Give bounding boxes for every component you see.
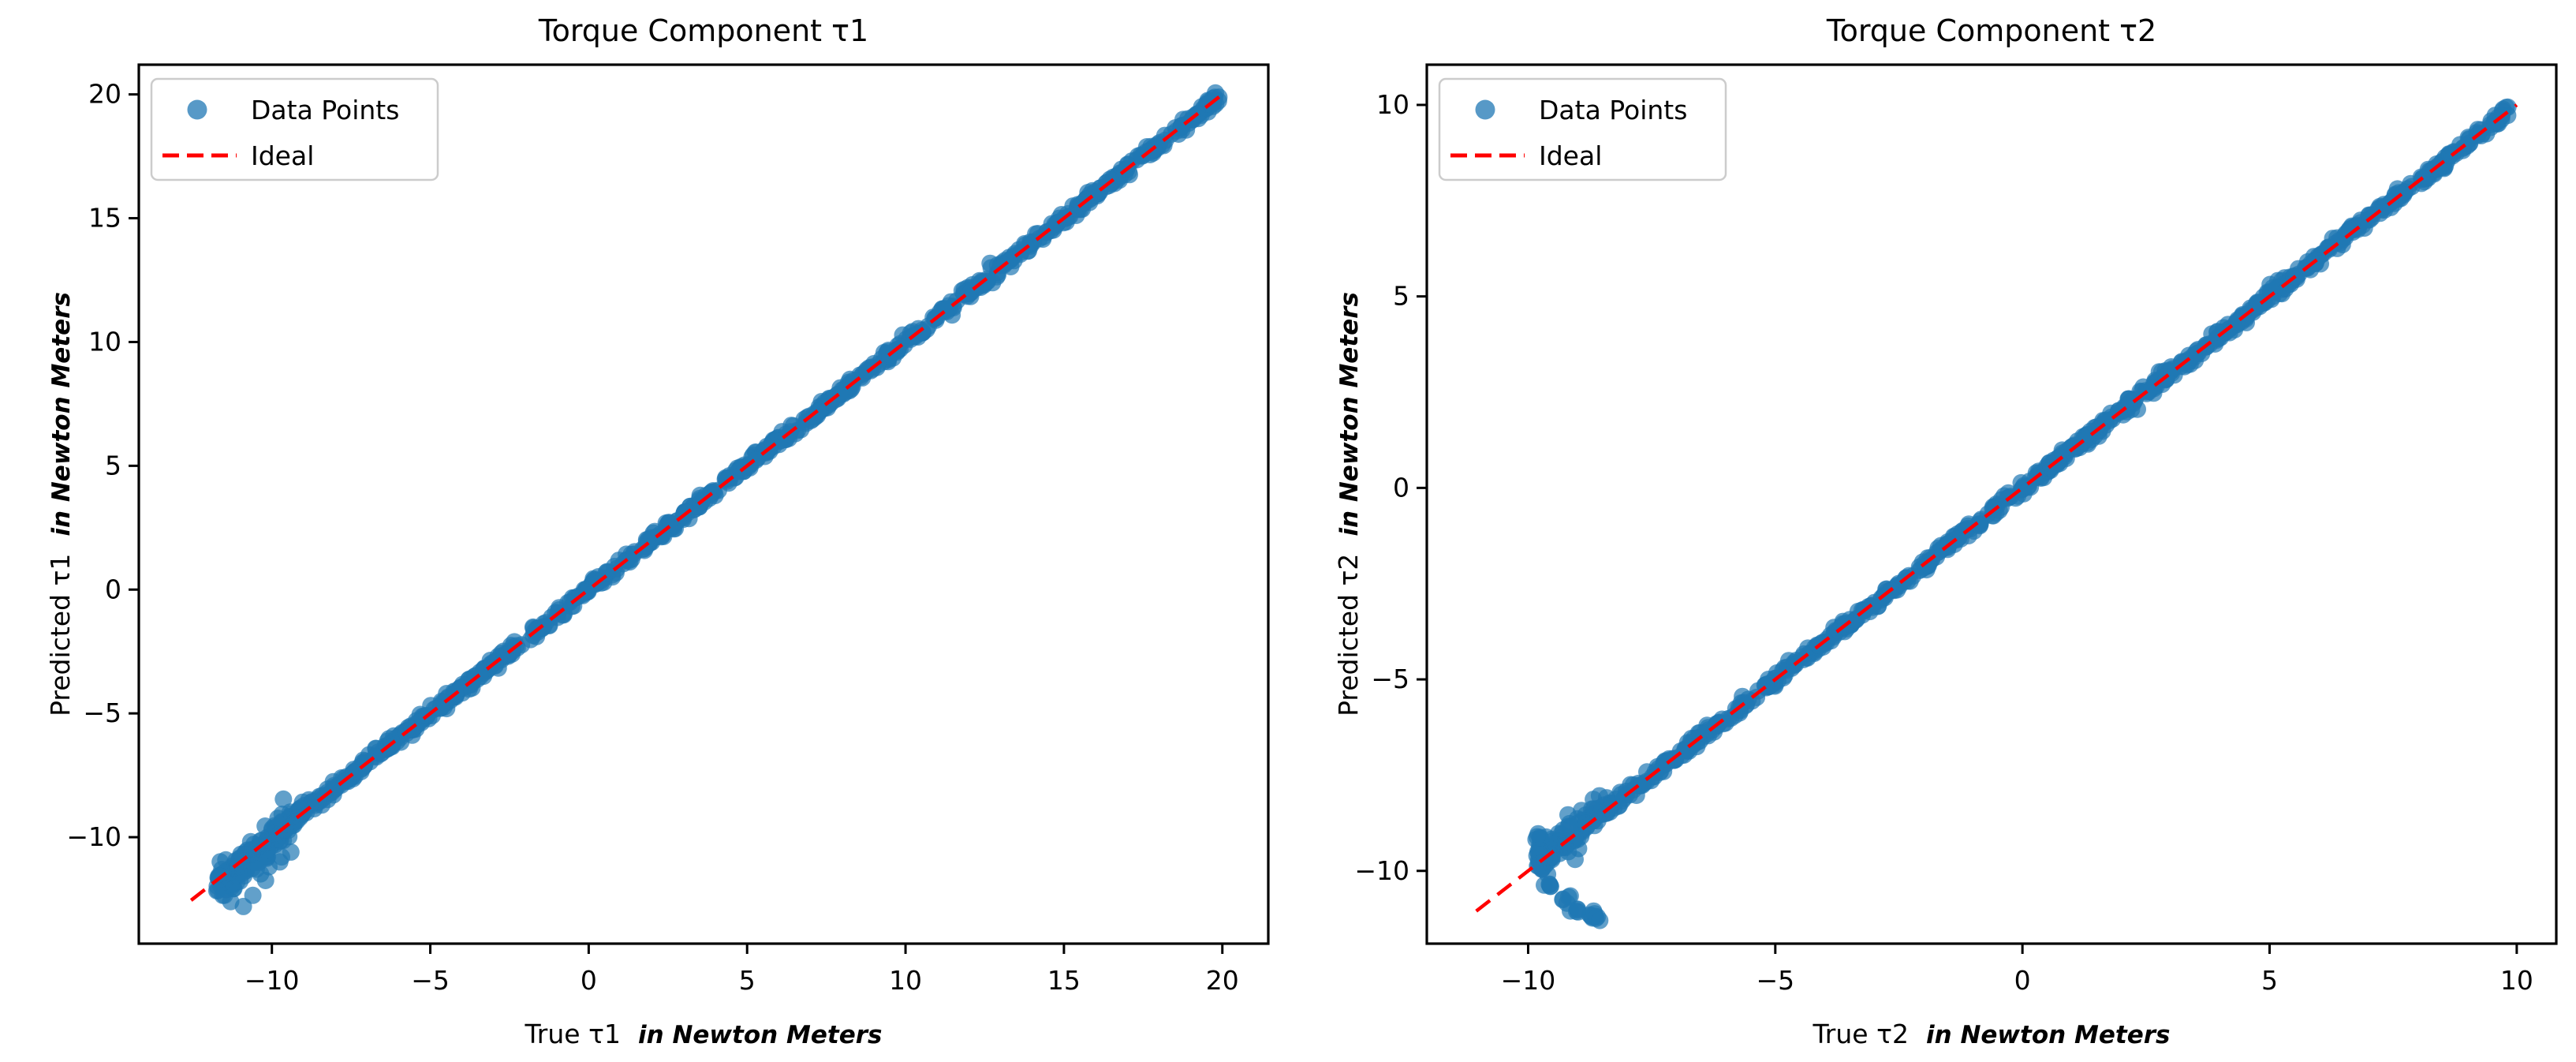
y-axis-ticks: −10 −5 0 5 10 [1354,89,1427,886]
y-tick-label: 20 [88,79,121,110]
y-axis-label: Predicted τ1in Newton Meters [45,292,76,716]
x-tick-label: 10 [889,965,922,996]
y-tick-label: −10 [66,821,121,852]
x-axis-label: True τ2 in Newton Meters [1813,1019,2171,1049]
y-tick-label: −5 [83,697,121,728]
legend-label-ideal: Ideal [1539,140,1602,171]
x-tick-label: −10 [245,965,300,996]
y-tick-label: −5 [1371,664,1409,694]
legend-marker-icon [187,99,207,120]
x-tick-label: −10 [1501,965,1556,996]
ideal-line [1475,103,2518,913]
plot-border [137,63,1270,945]
x-axis-ticks: −10 −5 0 5 10 15 20 [245,944,1239,996]
y-tick-label: −10 [1354,855,1409,886]
x-tick-label: 10 [2500,965,2533,996]
legend-marker-icon [1475,99,1495,120]
y-tick-label: 5 [105,450,121,481]
plot-border [1425,63,2558,945]
chart-title: Torque Component τ2 [1826,13,2156,48]
y-axis-label: Predicted τ2in Newton Meters [1333,292,1364,716]
y-tick-label: 15 [88,203,121,234]
chart-tau1: −10 −5 0 5 10 15 20 −10 −5 0 5 10 15 20 Torque Compone… [45,13,1270,1049]
x-axis-ticks: −10 −5 0 5 10 [1501,944,2533,996]
y-axis-ticks: −10 −5 0 5 10 15 20 [66,79,139,852]
legend-label-data-points: Data Points [1539,95,1687,125]
x-tick-label: 5 [2261,965,2278,996]
y-tick-label: 10 [88,326,121,357]
chart-tau2: −10 −5 0 5 10 −10 −5 0 5 10 Torque Component τ2 Tru… [1333,13,2558,1049]
x-tick-label: −5 [411,965,450,996]
ideal-line [189,95,1221,902]
legend: Data Points Ideal [150,77,439,181]
x-tick-label: 0 [581,965,597,996]
legend: Data Points Ideal [1438,77,1727,181]
x-tick-label: −5 [1756,965,1794,996]
x-tick-label: 15 [1047,965,1081,996]
scatter-points [1527,98,2517,929]
x-tick-label: 5 [739,965,756,996]
legend-label-ideal: Ideal [251,140,314,171]
y-tick-label: 0 [1393,472,1409,503]
y-tick-label: 10 [1376,89,1409,120]
y-tick-label: 5 [1393,281,1409,312]
x-tick-label: 0 [2014,965,2031,996]
x-tick-label: 20 [1206,965,1239,996]
y-tick-label: 0 [105,574,121,604]
legend-label-data-points: Data Points [251,95,399,125]
x-axis-label: True τ1 in Newton Meters [525,1019,883,1049]
chart-title: Torque Component τ1 [538,13,868,48]
scatter-points [207,84,1228,915]
